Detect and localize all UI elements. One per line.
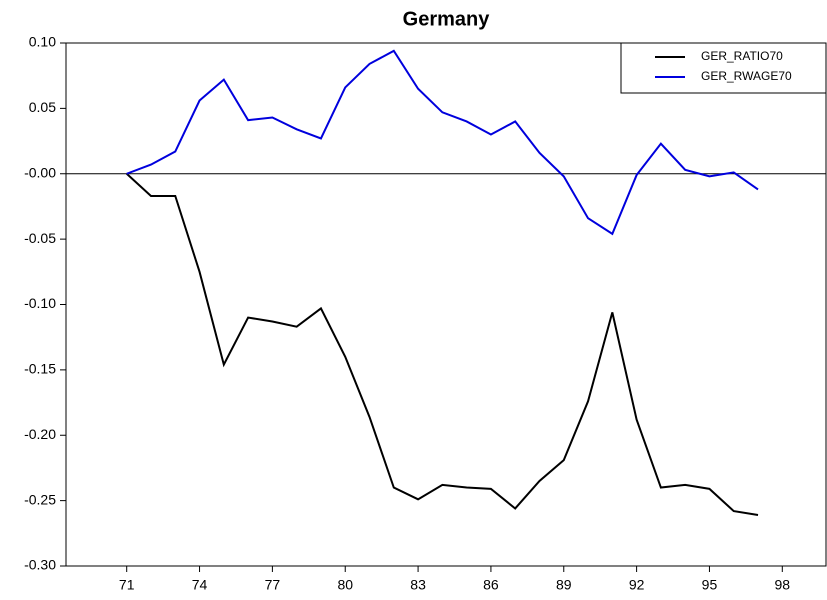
x-tick-label: 89: [556, 577, 572, 593]
y-tick-label: -0.25: [24, 491, 56, 507]
y-tick-label: 0.05: [29, 99, 56, 115]
legend-box: [620, 42, 827, 94]
y-tick-label: -0.10: [24, 295, 56, 311]
x-tick-label: 74: [192, 577, 208, 593]
x-tick-label: 80: [337, 577, 353, 593]
legend-label: GER_RWAGE70: [701, 69, 792, 83]
y-tick-label: -0.20: [24, 426, 56, 442]
chart-title: Germany: [403, 8, 491, 30]
y-tick-label: 0.10: [29, 34, 56, 50]
series-line: [126, 173, 759, 516]
x-tick-label: 86: [483, 577, 499, 593]
y-tick-label: -0.00: [24, 164, 56, 180]
legend-label: GER_RATIO70: [701, 49, 783, 63]
x-tick-label: 95: [702, 577, 718, 593]
y-tick-label: -0.15: [24, 361, 56, 377]
y-tick-label: -0.05: [24, 230, 56, 246]
x-tick-label: 98: [775, 577, 791, 593]
series-line: [126, 49, 759, 236]
x-tick-label: 71: [119, 577, 135, 593]
y-tick-label: -0.30: [24, 557, 56, 573]
x-tick-label: 77: [265, 577, 281, 593]
x-tick-label: 92: [629, 577, 645, 593]
x-tick-label: 83: [410, 577, 426, 593]
plot-frame: [65, 42, 827, 567]
